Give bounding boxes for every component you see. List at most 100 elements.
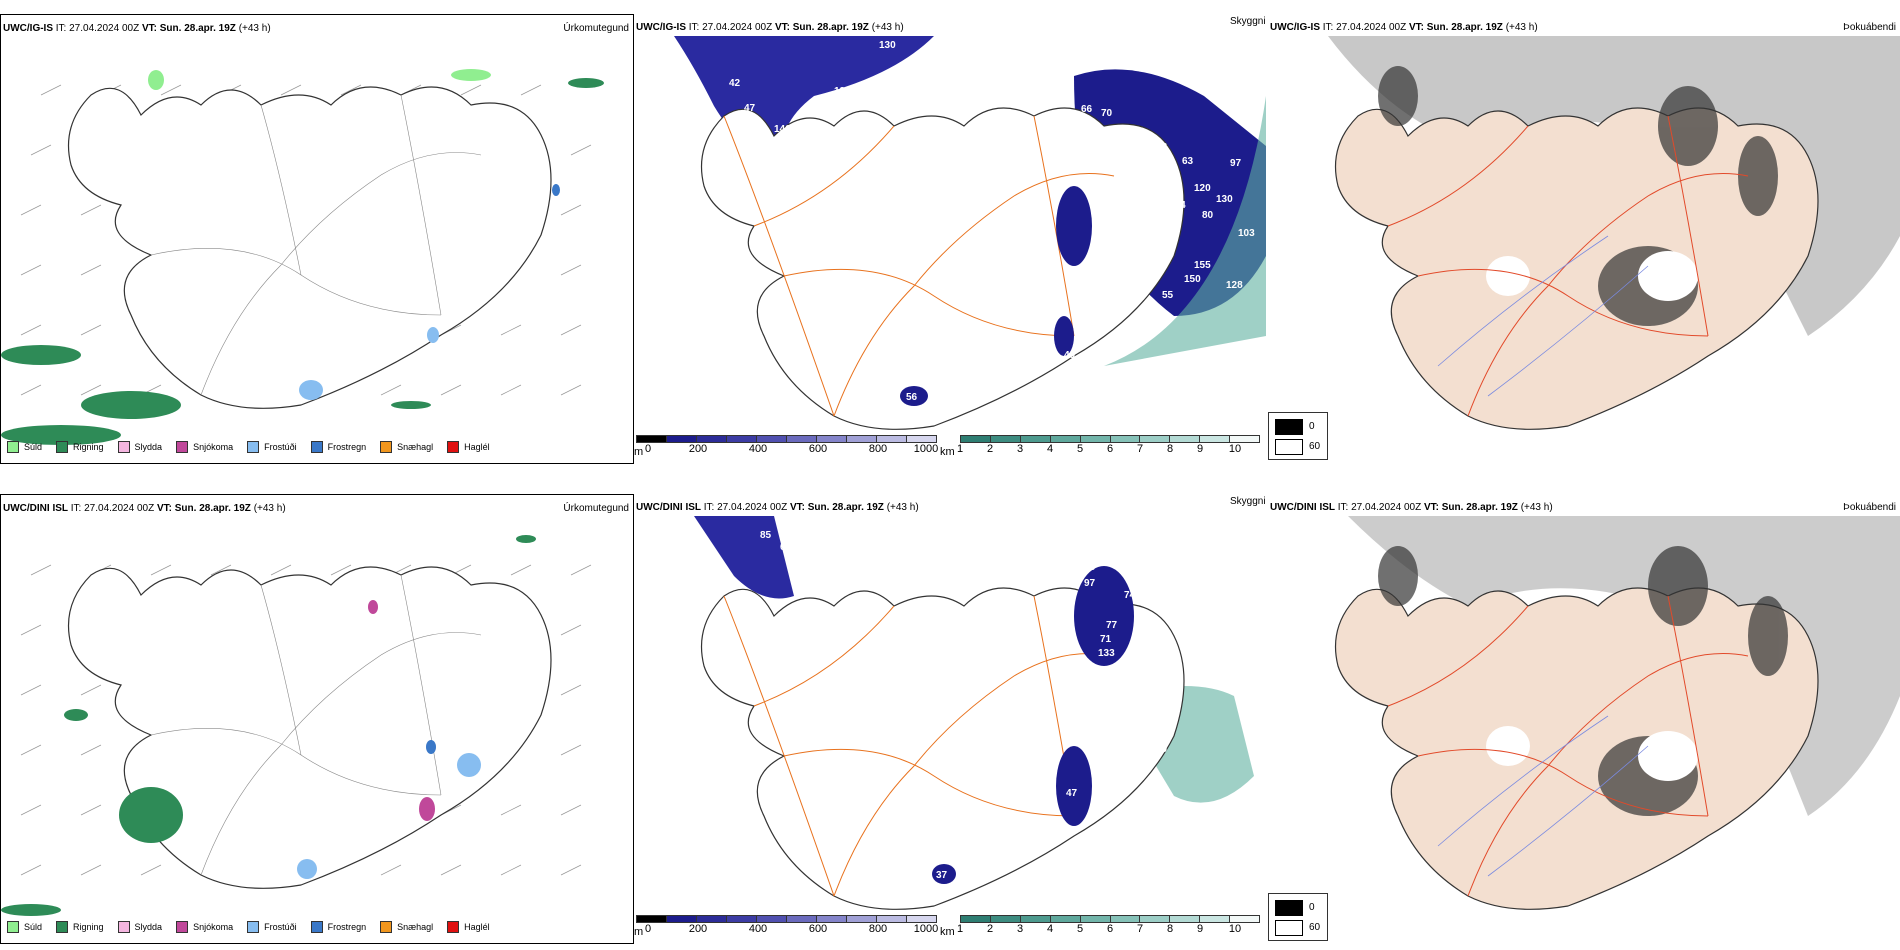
vis-label: 82 bbox=[1119, 200, 1131, 211]
legend-item-slydda: Slydda bbox=[117, 441, 162, 453]
vis-label: 85 bbox=[760, 530, 772, 541]
legend-item-frostregn: Frostregn bbox=[310, 921, 366, 933]
legend-swatch bbox=[7, 441, 19, 453]
vis-label: 66 bbox=[1081, 104, 1093, 115]
legend-swatch bbox=[380, 921, 393, 933]
elevation-unit: m bbox=[634, 446, 644, 458]
visibility-unit: km bbox=[940, 446, 955, 458]
visibility-title: Skyggni bbox=[1230, 496, 1266, 507]
fog-map bbox=[1268, 36, 1900, 430]
vis-label: 85 bbox=[1084, 562, 1096, 573]
fog-map bbox=[1334, 516, 1900, 910]
vis-label: 71 bbox=[1104, 183, 1116, 194]
fog-title: Þokuábendi bbox=[1843, 502, 1896, 513]
visibility-panel-bottom: UWC/DINI ISL IT: 27.04.2024 00Z VT: Sun.… bbox=[634, 494, 1266, 944]
vis-label: 56 bbox=[906, 392, 918, 403]
vis-label: 103 bbox=[1238, 228, 1255, 239]
visibility-header: UWC/DINI ISL IT: 27.04.2024 00Z VT: Sun.… bbox=[636, 502, 919, 513]
legend-swatch bbox=[247, 921, 260, 933]
fog-legend-top: 0 60 bbox=[1268, 412, 1328, 460]
vis-label: 68 bbox=[1150, 188, 1162, 199]
visibility-header: UWC/IG-IS IT: 27.04.2024 00Z VT: Sun. 28… bbox=[636, 22, 904, 33]
vis-label: 77 bbox=[1106, 620, 1118, 631]
vis-label: 49 bbox=[1064, 350, 1076, 361]
vis-label: 79 bbox=[812, 578, 824, 589]
legend-swatch bbox=[447, 441, 460, 453]
legend-swatch bbox=[310, 921, 323, 933]
vis-label: 164 bbox=[1169, 200, 1186, 211]
vis-label: 88 bbox=[1094, 140, 1106, 151]
legend-item-frostudi: Frostúði bbox=[247, 441, 297, 453]
precip-title: Úrkomutegund bbox=[563, 23, 629, 34]
legend-item-sudd: Súld bbox=[7, 441, 42, 453]
vis-label: 130 bbox=[1216, 194, 1233, 205]
vis-label: 68 bbox=[802, 562, 814, 573]
vis-label: 130 bbox=[879, 40, 896, 51]
vis-label: 63 bbox=[1182, 156, 1194, 167]
fog-panel-top: UWC/IG-IS IT: 27.04.2024 00Z VT: Sun. 28… bbox=[1268, 14, 1900, 464]
legend-item-snaehagl: Snæhagl bbox=[380, 441, 433, 453]
fog-header: UWC/IG-IS IT: 27.04.2024 00Z VT: Sun. 28… bbox=[1270, 22, 1538, 33]
vis-label: 128 bbox=[1226, 280, 1243, 291]
legend-item-haglel: Haglél bbox=[447, 921, 490, 933]
visibility-map: 85 60 68 79 85 97 74 77 71 96 133 129 10… bbox=[694, 516, 1254, 910]
fog-title: Þokuábendi bbox=[1843, 22, 1896, 33]
vis-label: 70 bbox=[1156, 744, 1168, 755]
vis-label: 60 bbox=[780, 542, 792, 553]
legend-item-rigning: Rigning bbox=[56, 441, 104, 453]
vis-label: 146 bbox=[774, 124, 791, 135]
legend-swatch bbox=[247, 441, 260, 453]
precip-map bbox=[1, 69, 604, 445]
vis-label: 155 bbox=[1194, 260, 1211, 271]
precip-panel-bottom: UWC/DINI ISL IT: 27.04.2024 00Z VT: Sun.… bbox=[0, 494, 634, 944]
vis-label: 132 bbox=[814, 96, 831, 107]
visibility-unit: km bbox=[940, 926, 955, 938]
visibility-map: 42 47 47 60 146 130 124 132 66 70 60 88 … bbox=[674, 36, 1266, 430]
legend-item-rigning: Rigning bbox=[56, 921, 104, 933]
vis-label: 74 bbox=[1124, 590, 1136, 601]
precip-legend: Súld Rigning Slydda Snjókoma Frostúði Fr… bbox=[7, 921, 504, 933]
visibility-colorbar: 1 2 3 4 5 6 7 8 9 10 bbox=[957, 915, 1261, 935]
precip-map bbox=[1, 535, 592, 916]
elevation-unit: m bbox=[634, 926, 644, 938]
vis-label: 42 bbox=[729, 78, 741, 89]
fog-header: UWC/DINI ISL IT: 27.04.2024 00Z VT: Sun.… bbox=[1270, 502, 1553, 513]
vis-label: 47 bbox=[744, 123, 756, 134]
legend-swatch bbox=[117, 921, 130, 933]
precip-header: UWC/IG-IS IT: 27.04.2024 00Z VT: Sun. 28… bbox=[3, 23, 271, 34]
vis-label: 71 bbox=[1100, 634, 1112, 645]
legend-swatch bbox=[56, 921, 69, 933]
precip-header: UWC/DINI ISL IT: 27.04.2024 00Z VT: Sun.… bbox=[3, 503, 286, 514]
vis-label: 47 bbox=[744, 103, 756, 114]
vis-label: 97 bbox=[1084, 578, 1096, 589]
legend-swatch bbox=[380, 441, 393, 453]
precip-legend: Súld Rigning Slydda Snjókoma Frostúði Fr… bbox=[7, 441, 504, 453]
legend-swatch bbox=[310, 441, 323, 453]
precip-title: Úrkomutegund bbox=[563, 503, 629, 514]
legend-swatch bbox=[176, 921, 189, 933]
vis-label: 129 bbox=[1142, 642, 1159, 653]
legend-item-sudd: Súld bbox=[7, 921, 42, 933]
legend-item-frostudi: Frostúði bbox=[247, 921, 297, 933]
legend-swatch bbox=[117, 441, 130, 453]
vis-label: 150 bbox=[1184, 274, 1201, 285]
legend-item-frostregn: Frostregn bbox=[310, 441, 366, 453]
legend-item-snaehagl: Snæhagl bbox=[380, 921, 433, 933]
vis-label: 96 bbox=[1054, 634, 1066, 645]
visibility-panel-top: UWC/IG-IS IT: 27.04.2024 00Z VT: Sun. 28… bbox=[634, 14, 1266, 464]
vis-label: 133 bbox=[1098, 648, 1115, 659]
legend-swatch bbox=[176, 441, 189, 453]
elevation-colorbar: 0 200 400 600 800 1000 bbox=[636, 915, 940, 935]
legend-item-haglel: Haglél bbox=[447, 441, 490, 453]
vis-label: 120 bbox=[1194, 183, 1211, 194]
legend-item-slydda: Slydda bbox=[117, 921, 162, 933]
vis-label: 47 bbox=[1066, 788, 1078, 799]
fog-panel-bottom: UWC/DINI ISL IT: 27.04.2024 00Z VT: Sun.… bbox=[1268, 494, 1900, 944]
visibility-colorbar: 1 2 3 4 5 6 7 8 9 10 bbox=[957, 435, 1261, 455]
vis-label: 37 bbox=[936, 870, 948, 881]
vis-label: 70 bbox=[1101, 108, 1113, 119]
legend-item-snjokoma: Snjókoma bbox=[176, 441, 233, 453]
elevation-colorbar: 0 200 400 600 800 1000 bbox=[636, 435, 940, 455]
precip-panel-top: UWC/IG-IS IT: 27.04.2024 00Z VT: Sun. 28… bbox=[0, 14, 634, 464]
legend-swatch bbox=[447, 921, 460, 933]
